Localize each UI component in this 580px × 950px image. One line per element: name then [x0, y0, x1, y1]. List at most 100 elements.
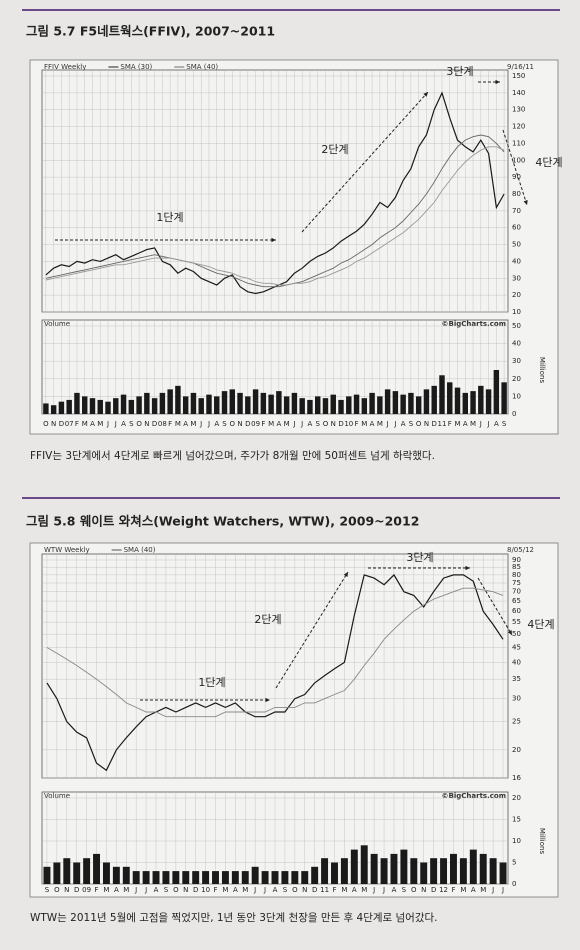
x-tick-label: N [144, 420, 149, 428]
volume-bar [478, 385, 484, 414]
legend-label: WTW Weekly [44, 546, 90, 554]
x-tick-label: S [409, 420, 414, 428]
volume-bar [299, 398, 305, 414]
x-tick-label: O [173, 886, 179, 894]
x-tick-label: F [451, 886, 455, 894]
chart-frame [29, 542, 559, 898]
x-tick-label: M [284, 420, 290, 428]
arrow-head [495, 79, 500, 85]
y-tick-label: 60 [512, 607, 521, 615]
annotation: 3단계 [406, 551, 433, 564]
y-tick-label: 35 [512, 675, 521, 683]
volume-bar [198, 398, 204, 414]
y-tick-label: 100 [512, 156, 525, 164]
x-tick-label: J [292, 420, 295, 428]
volume-bar [151, 398, 158, 414]
y-tick-label: 50 [512, 322, 521, 330]
x-tick-label: O [411, 886, 417, 894]
x-tick-label: M [460, 886, 466, 894]
volume-bar [276, 391, 282, 414]
x-tick-label: 09 [82, 886, 91, 894]
legend-label: SMA (30) [120, 63, 152, 71]
x-tick-label: F [355, 420, 359, 428]
volume-bar [501, 382, 507, 414]
volume-bar [58, 401, 65, 414]
price-line [46, 573, 504, 772]
volume-bar [229, 389, 236, 414]
x-tick-label: M [377, 420, 383, 428]
volume-bar [470, 391, 476, 414]
arrow-head [343, 572, 348, 577]
volume-bar [112, 866, 120, 884]
x-tick-label: M [480, 886, 486, 894]
volume-bar [221, 871, 229, 884]
y-tick-label: 90 [512, 556, 521, 564]
x-tick-label: J [372, 886, 375, 894]
volume-bar [423, 389, 430, 414]
volume-bar [221, 391, 228, 414]
x-tick-label: F [168, 420, 172, 428]
y-tick-label: 0 [512, 880, 516, 888]
x-tick-label: F [448, 420, 452, 428]
x-tick-label: O [230, 420, 236, 428]
y-tick-label: 150 [512, 72, 525, 80]
volume-bar [231, 871, 239, 884]
x-tick-label: M [242, 886, 248, 894]
arrow-head [465, 565, 470, 571]
x-tick-label: J [300, 420, 303, 428]
x-tick-label: J [501, 886, 504, 894]
x-tick-label: 11 [320, 886, 329, 894]
y-tick-label: 10 [512, 837, 521, 845]
x-tick-label: J [491, 886, 494, 894]
x-tick-label: O [136, 420, 142, 428]
x-tick-label: M [190, 420, 196, 428]
x-tick-label: D [245, 420, 250, 428]
y-tick-label: 110 [512, 139, 525, 147]
x-tick-label: M [454, 420, 460, 428]
volume-bar [245, 396, 251, 414]
x-tick-label: D [338, 420, 343, 428]
volume-bar [301, 871, 309, 884]
x-tick-label: A [494, 420, 499, 428]
volume-bar [338, 399, 344, 414]
annotation: 2단계 [321, 143, 348, 156]
volume-bar [66, 399, 72, 414]
volume-bar [241, 871, 249, 884]
x-tick-label: S [283, 886, 288, 894]
volume-bar [485, 389, 492, 414]
volume-bar [430, 858, 438, 884]
volume-bar [50, 405, 57, 414]
unit-label: Millions [538, 828, 546, 855]
y-tick-label: 25 [512, 718, 521, 726]
volume-bar [192, 871, 200, 884]
volume-label: Volume [44, 320, 70, 328]
volume-bar [400, 849, 408, 884]
y-tick-label: 30 [512, 695, 521, 703]
x-tick-label: F [75, 420, 79, 428]
y-tick-label: 50 [512, 630, 521, 638]
volume-bar [291, 871, 299, 884]
x-tick-label: M [470, 420, 476, 428]
volume-bar [105, 401, 111, 414]
x-tick-label: F [213, 886, 217, 894]
volume-bar [74, 392, 80, 414]
unit-label: Millions [538, 357, 546, 384]
volume-bar [132, 871, 140, 884]
volume-bar [410, 858, 418, 884]
caption: WTW는 2011년 5월에 고점을 찍었지만, 1년 동안 3단계 천장을 만… [30, 912, 438, 924]
volume-bar [469, 849, 477, 884]
volume-bar [252, 389, 259, 414]
arrow [477, 577, 513, 636]
x-tick-label: N [331, 420, 336, 428]
y-tick-label: 10 [512, 392, 521, 400]
volume-bar [291, 392, 298, 414]
x-tick-label: J [393, 420, 396, 428]
x-tick-label: A [463, 420, 468, 428]
x-tick-label: D [431, 886, 436, 894]
x-tick-label: D [74, 886, 79, 894]
volume-bar [440, 858, 448, 884]
volume-bar [439, 375, 445, 414]
x-tick-label: N [421, 886, 426, 894]
volume-bar [162, 871, 170, 884]
volume-bar [350, 849, 358, 884]
